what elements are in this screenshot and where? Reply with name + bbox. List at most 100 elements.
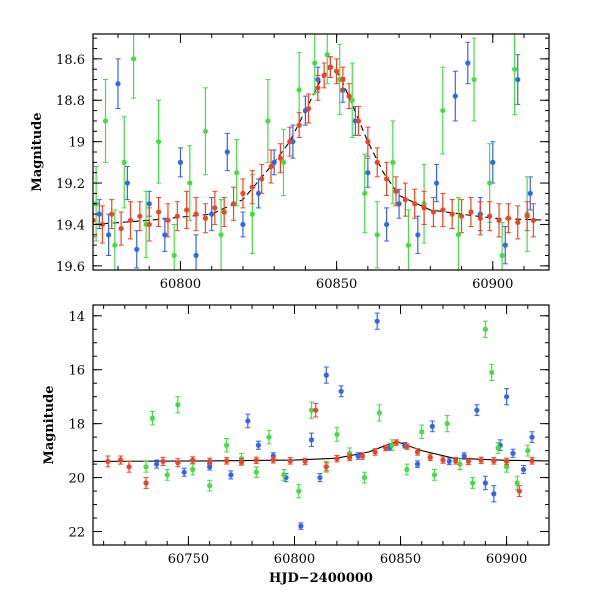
data-point [298,523,304,529]
data-point [452,93,458,99]
x-axis-title-bottom: HJD−2400000 [269,571,373,586]
data-point [270,453,276,459]
data-point [374,318,380,324]
data-point [361,474,368,481]
data-point [224,149,230,155]
plot-frame-bottom [92,304,550,546]
data-point [287,458,293,464]
data-point [323,464,329,470]
data-point [374,159,380,165]
data-point [118,225,124,232]
data-point [444,421,450,427]
data-point [164,472,170,478]
data-point [162,232,168,238]
data-point [402,197,408,203]
data-point [321,72,327,79]
data-point [338,388,344,394]
data-point [334,68,340,74]
data-point [105,458,111,465]
data-point [207,483,213,489]
data-point [127,217,134,223]
data-point [524,213,530,219]
y-tick-label: 19.2 [56,177,85,192]
data-point [165,217,171,223]
y-tick-label: 19.4 [56,218,85,233]
series-1 [93,34,530,270]
x-tick-label: 60800 [160,277,201,292]
data-point [149,415,155,421]
series-2 [105,402,535,497]
data-point [109,211,115,217]
data-point [126,464,132,470]
data-point [296,87,302,93]
data-point [505,215,511,221]
data-point [487,213,493,219]
data-point [207,458,213,465]
data-point [499,252,505,259]
data-point [268,163,274,170]
data-point [393,188,399,194]
data-point [503,458,510,465]
data-point [146,201,152,207]
data-point [181,469,187,475]
data-point [296,488,302,494]
data-point [474,407,480,413]
data-point [187,180,193,186]
data-point [429,423,435,429]
data-point [427,454,433,460]
data-point [93,217,96,223]
panel-top: 60800 60850 60900 18.6 18.8 19 19.2 19.4 19.6 M… [30,33,550,292]
data-point [202,128,209,134]
data-point [525,448,531,454]
data-point [255,190,262,197]
data-point [491,458,497,464]
data-point [334,431,340,438]
data-point [190,466,196,473]
x-tick-label: 60900 [472,277,513,292]
data-point [502,242,508,248]
data-point [224,442,230,448]
data-point [477,215,483,221]
data-point [154,461,160,467]
data-point [372,449,378,455]
data-point [512,66,518,72]
data-point [414,449,421,455]
data-point [312,60,318,66]
data-point [390,159,396,165]
data-point [249,184,255,190]
data-point [221,209,227,215]
data-point [431,472,438,478]
data-point [327,64,333,70]
data-point [383,445,389,451]
data-point [421,205,427,211]
data-point [514,480,520,486]
data-point [365,139,371,145]
data-point [465,60,471,66]
data-point [510,450,516,456]
data-point [117,457,124,463]
data-point [102,118,109,124]
data-point [362,190,368,197]
data-point [230,201,237,207]
data-point [224,458,230,464]
data-point [530,217,536,223]
data-point [515,219,521,225]
data-point [458,213,465,219]
data-point [490,159,496,165]
data-point [340,76,346,83]
data-point [207,464,213,470]
y-tick-label: 19.6 [56,260,85,275]
data-point [287,139,293,145]
data-point [393,439,399,446]
data-point [124,180,130,186]
data-point [146,221,152,228]
y-tick-label: 16 [68,364,85,379]
data-point [143,464,149,470]
data-point [347,454,353,460]
data-point [308,437,315,443]
data-point [175,460,181,466]
data-point [259,176,265,182]
data-point [177,159,184,165]
data-point [228,472,234,478]
data-point [296,122,302,128]
